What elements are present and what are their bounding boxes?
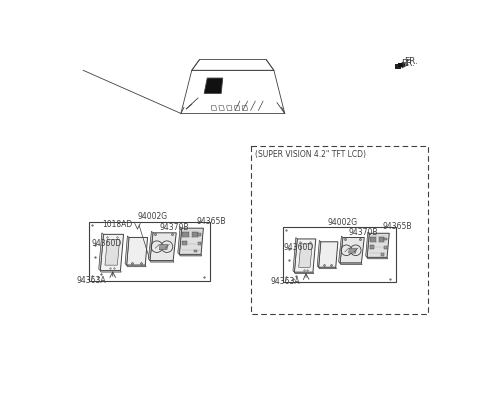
Polygon shape bbox=[319, 267, 336, 269]
Polygon shape bbox=[159, 245, 168, 250]
Bar bbox=[252, 146, 428, 314]
Bar bbox=[194, 251, 197, 253]
Polygon shape bbox=[294, 239, 316, 273]
Text: 94363A: 94363A bbox=[77, 275, 107, 284]
Polygon shape bbox=[338, 237, 343, 263]
Polygon shape bbox=[150, 261, 174, 262]
Text: 94365B: 94365B bbox=[196, 217, 226, 225]
Polygon shape bbox=[398, 63, 405, 68]
Bar bbox=[89, 223, 210, 281]
Polygon shape bbox=[192, 233, 198, 238]
Text: 94002G: 94002G bbox=[138, 212, 168, 221]
Polygon shape bbox=[182, 233, 189, 238]
Polygon shape bbox=[395, 65, 401, 70]
Polygon shape bbox=[293, 238, 297, 273]
Polygon shape bbox=[319, 242, 338, 267]
Text: 94360D: 94360D bbox=[92, 238, 122, 247]
Text: 1018AD: 1018AD bbox=[103, 219, 133, 229]
Polygon shape bbox=[148, 232, 153, 261]
Polygon shape bbox=[125, 236, 129, 265]
Polygon shape bbox=[370, 237, 376, 242]
Polygon shape bbox=[127, 238, 147, 265]
Polygon shape bbox=[366, 232, 369, 258]
Text: 94370B: 94370B bbox=[348, 228, 378, 237]
Polygon shape bbox=[99, 233, 103, 271]
Polygon shape bbox=[204, 79, 223, 94]
Text: 94363A: 94363A bbox=[270, 276, 300, 285]
Text: 94002G: 94002G bbox=[328, 218, 358, 227]
Polygon shape bbox=[367, 258, 388, 259]
Text: (SUPER VISION 4.2" TFT LCD): (SUPER VISION 4.2" TFT LCD) bbox=[255, 150, 366, 158]
Polygon shape bbox=[367, 234, 389, 258]
Bar bbox=[381, 254, 384, 256]
Polygon shape bbox=[182, 242, 187, 245]
Bar bbox=[384, 238, 387, 241]
Text: 94365B: 94365B bbox=[383, 222, 412, 231]
Polygon shape bbox=[370, 246, 374, 249]
Bar bbox=[384, 247, 387, 249]
Polygon shape bbox=[150, 233, 176, 261]
Text: FR.: FR. bbox=[401, 59, 415, 68]
Polygon shape bbox=[317, 241, 321, 267]
Polygon shape bbox=[379, 237, 384, 242]
Text: FR.: FR. bbox=[404, 57, 418, 66]
Polygon shape bbox=[340, 263, 362, 265]
Polygon shape bbox=[180, 255, 202, 256]
Bar bbox=[198, 234, 201, 236]
Polygon shape bbox=[180, 229, 204, 255]
Text: 94360D: 94360D bbox=[284, 242, 314, 251]
Polygon shape bbox=[105, 240, 120, 265]
Polygon shape bbox=[127, 265, 146, 267]
Polygon shape bbox=[348, 249, 357, 253]
Polygon shape bbox=[340, 238, 364, 263]
Polygon shape bbox=[294, 273, 313, 274]
Bar bbox=[198, 243, 201, 245]
Polygon shape bbox=[299, 244, 312, 267]
Polygon shape bbox=[100, 271, 121, 272]
Text: 94370B: 94370B bbox=[159, 223, 189, 232]
Polygon shape bbox=[178, 227, 181, 255]
Bar bbox=[283, 228, 396, 282]
Polygon shape bbox=[100, 235, 123, 271]
